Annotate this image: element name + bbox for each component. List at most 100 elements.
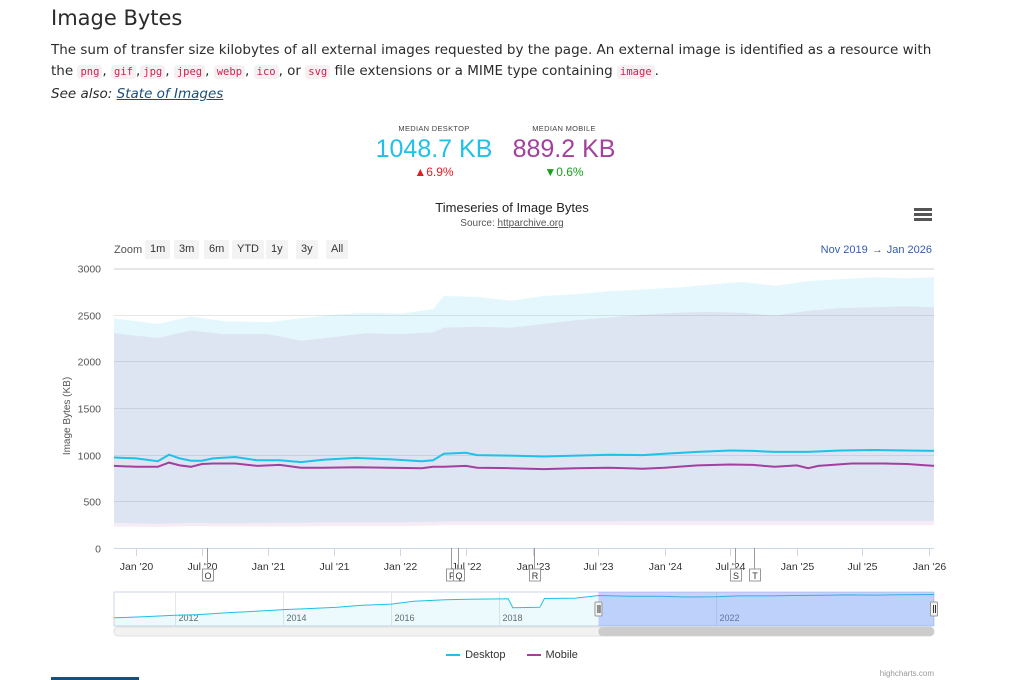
x-tick-label: Jan '24 xyxy=(649,561,683,573)
x-tick-label: Jan '20 xyxy=(120,561,154,573)
range-to[interactable]: Jan 2026 xyxy=(886,244,932,256)
navigator-selection-mask xyxy=(598,592,934,626)
navigator-series-line xyxy=(113,594,935,619)
see-also: See also: State of Images xyxy=(51,86,223,102)
flag-box-q xyxy=(453,568,465,582)
metric-desktop-label: MEDIAN DESKTOP xyxy=(398,124,470,133)
zoom-button-3y[interactable]: 3y xyxy=(296,240,318,259)
x-tick-label: Jan '26 xyxy=(913,561,947,573)
chart-title: Timeseries of Image Bytes xyxy=(435,200,589,215)
metric-desktop: MEDIAN DESKTOP 1048.7 KB ▲6.9% xyxy=(373,124,495,179)
y-tick-label: 1000 xyxy=(78,451,102,463)
x-tick-label: Jan '25 xyxy=(781,561,815,573)
code-image: image xyxy=(617,65,655,79)
y-tick-label: 2500 xyxy=(78,311,102,323)
code-ico: ico xyxy=(253,65,279,79)
flag-label-s: S xyxy=(733,571,739,581)
navigator-tick-label: 2022 xyxy=(720,613,740,623)
desc-text-5: , xyxy=(245,63,254,79)
range-arrow-icon: → xyxy=(871,244,883,256)
navigator-tick-label: 2014 xyxy=(287,613,307,623)
code-jpg: jpg xyxy=(140,65,166,79)
legend-item-desktop[interactable]: Desktop xyxy=(446,649,505,661)
x-tick-label: Jan '21 xyxy=(252,561,286,573)
zoom-label: Zoom xyxy=(114,244,143,256)
scrollbar-track xyxy=(113,626,935,637)
metric-mobile-value: 889.2 KB xyxy=(512,135,616,163)
x-tick-label: Jul '21 xyxy=(319,561,349,573)
flag-label-p: P xyxy=(449,571,455,581)
date-range-display[interactable]: Nov 2019 → Jan 2026 xyxy=(821,244,932,256)
metric-mobile: MEDIAN MOBILE 889.2 KB ▼0.6% xyxy=(508,124,620,179)
chart-source-link[interactable]: httparchive.org xyxy=(497,218,564,229)
chart-subtitle: Source: httparchive.org xyxy=(0,218,1024,229)
metric-mobile-label: MEDIAN MOBILE xyxy=(532,124,596,133)
legend-item-mobile[interactable]: Mobile xyxy=(526,649,578,661)
x-tick-label: Jan '22 xyxy=(384,561,418,573)
desc-text-2: , xyxy=(135,63,141,79)
x-tick-label: Jul '24 xyxy=(715,561,745,573)
y-tick-label: 0 xyxy=(95,544,101,556)
chart-subtitle-prefix: Source: xyxy=(460,218,498,229)
navigator-tick-label: 2012 xyxy=(179,613,199,623)
x-tick-label: Jul '22 xyxy=(451,561,481,573)
hamburger-menu-icon[interactable] xyxy=(914,208,932,222)
legend-label-desktop: Desktop xyxy=(465,649,506,661)
flag-label-q: Q xyxy=(455,571,462,581)
flag-box-t xyxy=(749,568,761,582)
desc-text-0: The sum of transfer size kilobytes of al… xyxy=(51,42,932,79)
flag-box-p xyxy=(446,568,458,582)
code-jpeg: jpeg xyxy=(173,65,206,79)
x-tick-label: Jul '25 xyxy=(847,561,877,573)
zoom-button-6m[interactable]: 6m xyxy=(204,240,230,259)
page-title: Image Bytes xyxy=(51,6,183,30)
zoom-button-all[interactable]: All xyxy=(326,240,349,259)
desc-text-4: , xyxy=(205,63,214,79)
y-axis-title: Image Bytes (KB) xyxy=(62,377,73,455)
flag-box-o xyxy=(202,568,214,582)
scrollbar-thumb[interactable] xyxy=(598,627,934,636)
flag-box-s xyxy=(730,568,742,582)
desc-text-7: file extensions or a MIME type containin… xyxy=(330,63,618,79)
navigator-tick-label: 2016 xyxy=(395,613,415,623)
metric-desktop-change: ▲6.9% xyxy=(414,165,454,179)
flag-label-o: O xyxy=(204,571,211,581)
flag-label-r: R xyxy=(532,571,539,581)
navigator-frame xyxy=(113,591,935,627)
desc-text-3: , xyxy=(165,63,174,79)
series-line-desktop xyxy=(113,448,935,464)
code-webp: webp xyxy=(213,65,246,79)
zoom-button-3m[interactable]: 3m xyxy=(174,240,200,259)
legend-swatch-desktop xyxy=(446,654,461,657)
code-svg: svg xyxy=(305,65,331,79)
legend-swatch-mobile xyxy=(526,654,541,657)
zoom-button-1m[interactable]: 1m xyxy=(145,240,171,259)
see-also-link[interactable]: State of Images xyxy=(116,86,224,102)
flag-box-r xyxy=(529,568,541,582)
desc-text-8: . xyxy=(654,63,659,79)
range-band-desktop xyxy=(114,277,934,524)
see-also-label: See also: xyxy=(51,86,113,102)
page-description: The sum of transfer size kilobytes of al… xyxy=(51,40,951,83)
zoom-button-ytd[interactable]: YTD xyxy=(232,240,264,259)
navigator-handle-left[interactable] xyxy=(594,601,603,617)
navigator-area xyxy=(114,594,934,626)
zoom-button-1y[interactable]: 1y xyxy=(266,240,288,259)
range-from[interactable]: Nov 2019 xyxy=(820,244,868,256)
metric-desktop-value: 1048.7 KB xyxy=(375,135,493,163)
x-tick-label: Jul '23 xyxy=(583,561,613,573)
legend-label-mobile: Mobile xyxy=(545,649,578,661)
flag-label-t: T xyxy=(752,571,758,581)
code-gif: gif xyxy=(111,65,136,79)
desc-text-1: , xyxy=(102,63,112,79)
bottom-link-bar xyxy=(51,677,139,680)
legend: Desktop Mobile xyxy=(0,649,1024,661)
chart-credits[interactable]: highcharts.com xyxy=(879,669,934,678)
navigator-handle-right[interactable] xyxy=(930,601,938,617)
y-tick-label: 500 xyxy=(83,497,101,509)
series-line-mobile xyxy=(113,461,935,471)
navigator-tick-label: 2018 xyxy=(503,613,523,623)
y-tick-label: 1500 xyxy=(78,404,102,416)
x-tick-label: Jul '20 xyxy=(187,561,217,573)
